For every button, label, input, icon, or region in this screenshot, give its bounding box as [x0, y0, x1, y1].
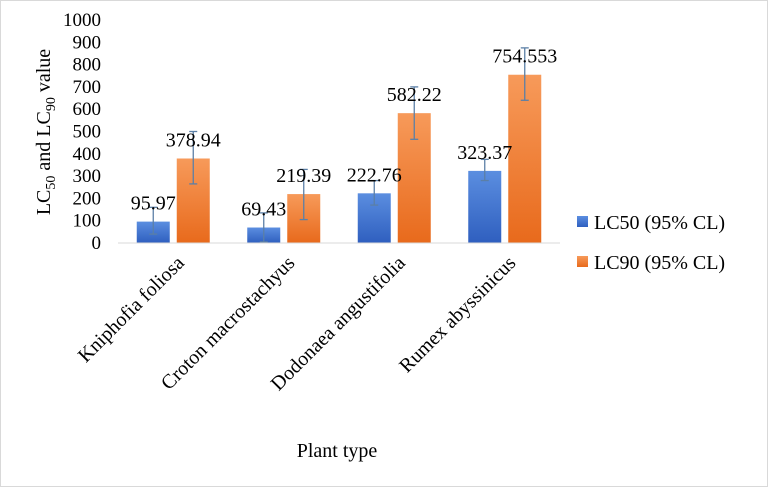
- data-label-lc90: 582.22: [387, 84, 442, 106]
- y-tick-label: 600: [73, 99, 102, 120]
- y-axis-title-base: LC: [33, 190, 55, 216]
- y-axis-title-tail: value: [33, 49, 55, 97]
- y-tick-label: 800: [73, 55, 102, 76]
- y-axis-title-sub1: 50: [44, 176, 59, 190]
- data-label-lc50: 222.76: [347, 164, 402, 186]
- data-label-lc90: 378.94: [166, 129, 221, 151]
- y-tick-label: 900: [73, 32, 102, 53]
- y-axis-title-sub2: 90: [44, 97, 59, 111]
- y-tick-label: 100: [73, 211, 102, 232]
- y-tick-label: 300: [73, 166, 102, 187]
- data-label-lc90: 754.553: [492, 46, 557, 68]
- y-axis-title: LC50 and LC90 value: [33, 49, 59, 215]
- legend-label-lc90: LC90 (95% CL): [594, 252, 725, 274]
- legend-label-lc50: LC50 (95% CL): [594, 212, 725, 234]
- y-tick-label: 700: [73, 77, 102, 98]
- y-tick-label: 200: [73, 188, 102, 209]
- legend-swatch-lc90: [577, 256, 588, 267]
- y-tick-label: 1000: [63, 10, 101, 31]
- y-tick-label: 0: [92, 233, 102, 254]
- data-label-lc50: 95.97: [131, 193, 176, 215]
- x-tick-label: Kniphofia foliosa: [74, 252, 189, 367]
- data-label-lc50: 323.37: [457, 142, 512, 164]
- x-tick-label: Rumex abyssinicus: [395, 252, 520, 377]
- y-axis-title-middle: and LC: [33, 111, 55, 175]
- error-bars: [149, 47, 529, 243]
- data-labels: 95.97 378.94 69.43 219.39 222.76 582.22 323.37…: [131, 46, 558, 221]
- data-label-lc50: 69.43: [241, 199, 286, 221]
- bar-lc50: [468, 170, 502, 243]
- bars: [136, 74, 542, 243]
- x-axis-title: Plant type: [297, 440, 378, 462]
- y-tick-label: 500: [73, 122, 102, 143]
- y-tick-label: 400: [73, 144, 102, 165]
- bar-lc90: [508, 74, 542, 243]
- legend-swatch-lc50: [577, 216, 588, 227]
- data-label-lc90: 219.39: [276, 165, 331, 187]
- legend: LC50 (95% CL) LC90 (95% CL): [577, 212, 725, 274]
